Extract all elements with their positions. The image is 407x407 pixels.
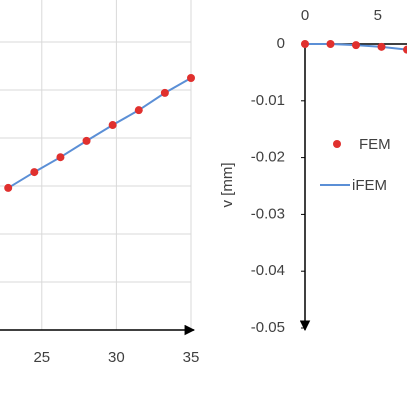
x-tick-label: 25	[33, 349, 50, 366]
y-tick-label: -0.02	[251, 149, 285, 166]
x-tick-label: 30	[108, 349, 125, 366]
point	[56, 153, 65, 162]
y-tick-label: -0.01	[251, 92, 285, 109]
y-tick-label: -0.04	[251, 262, 285, 279]
y-tick-label: -0.05	[251, 319, 285, 336]
legend-marker	[333, 140, 341, 148]
point	[4, 183, 13, 192]
y-tick-label: 0	[277, 35, 285, 52]
x-tick-label: 35	[183, 349, 200, 366]
legend-label: FEM	[359, 136, 391, 153]
y-axis-label: v [mm]	[219, 163, 236, 208]
point	[134, 106, 143, 115]
chart: 0 -0.01 -0.02 -0.03 -0.04 -0.05 0 5 v [mm] FEM iFE…	[219, 7, 407, 336]
legend-label: iFEM	[352, 177, 387, 194]
point	[82, 136, 91, 145]
point	[30, 168, 39, 177]
chart: 25 30 35	[0, 0, 199, 366]
point	[326, 40, 335, 48]
point	[108, 121, 117, 130]
x-tick-label: 5	[374, 7, 382, 24]
point	[352, 41, 360, 50]
x-tick-label: 0	[301, 7, 309, 24]
line	[7, 77, 192, 189]
point	[301, 40, 309, 48]
point	[403, 45, 407, 54]
y-tick-label: -0.03	[251, 205, 285, 222]
point	[187, 74, 195, 82]
point	[160, 88, 169, 97]
point	[377, 42, 386, 51]
